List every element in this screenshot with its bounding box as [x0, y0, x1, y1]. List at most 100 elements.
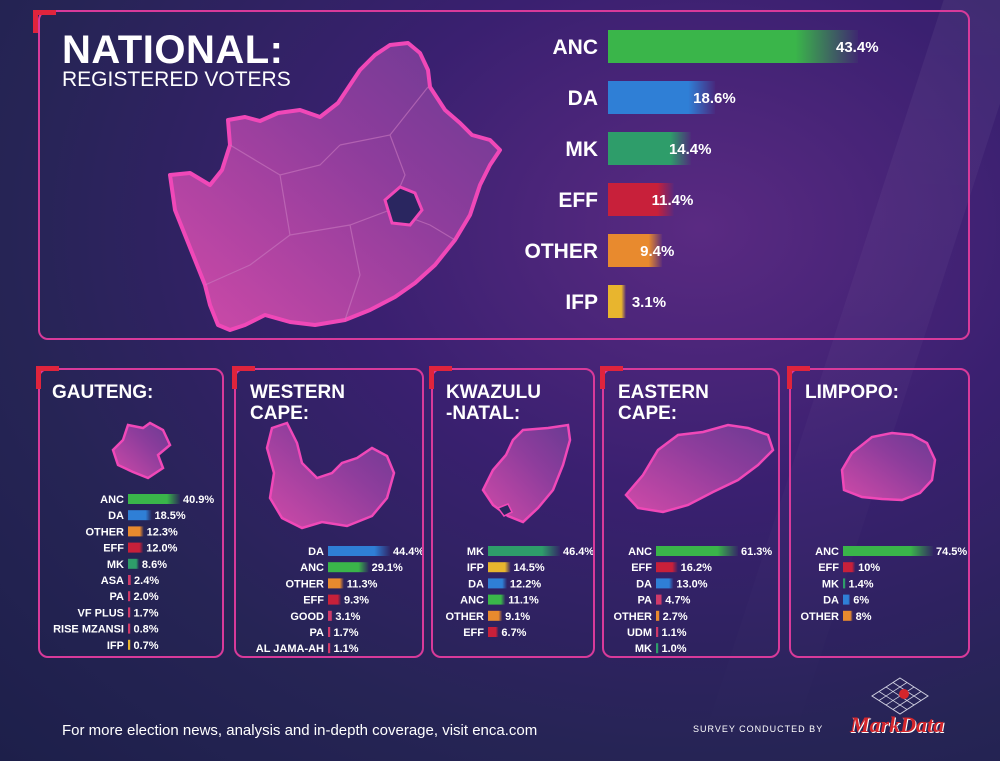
limpopo-panel: [789, 368, 970, 658]
value-ifp: 0.7%: [134, 640, 159, 652]
gauteng-panel-corner: [36, 366, 59, 389]
bar-other: [843, 610, 853, 621]
kwazulu-natal-map: [481, 423, 572, 524]
kwazulu-natal-title: KWAZULU -NATAL:: [446, 382, 541, 424]
value-eff: 9.3%: [344, 595, 369, 607]
label-anc: ANC: [553, 36, 599, 59]
bar-pa: [656, 594, 663, 605]
gauteng-title: GAUTENG:: [52, 382, 153, 403]
bar-ifp: [128, 639, 131, 650]
label-pa: PA: [638, 595, 653, 607]
eastern-cape-title: EASTERN CAPE:: [618, 382, 709, 424]
eastern-cape-map: [624, 423, 775, 514]
eastern-cape-title-line2: CAPE:: [618, 403, 678, 424]
label-eff: EFF: [818, 562, 839, 574]
eastern-cape-bar-chart: ANC 61.3% EFF 16.2% DA 13.0% PA 4.7% OTHER 2.7% UD…: [614, 546, 773, 654]
label-eff: EFF: [631, 562, 652, 574]
label-pa: PA: [310, 627, 325, 639]
bar-anc: [328, 562, 369, 573]
label-mk: MK: [822, 578, 839, 590]
kwazulu-natal-panel: [431, 368, 595, 658]
national-title: NATIONAL:: [62, 28, 284, 72]
bar-other: [608, 234, 663, 267]
label-mk: MK: [635, 643, 652, 654]
value-vf-plus: 1.7%: [134, 607, 159, 619]
value-eff: 6.7%: [501, 627, 526, 638]
value-ifp: 14.5%: [514, 562, 545, 574]
bar-eff: [328, 594, 341, 605]
label-mk: MK: [107, 559, 124, 571]
value-other: 11.3%: [347, 578, 378, 590]
value-da: 44.4%: [393, 546, 422, 558]
label-asa: ASA: [101, 575, 124, 587]
value-mk: 1.4%: [849, 578, 874, 590]
national-bar-chart: ANC 43.4% DA 18.6% MK 14.4% EFF 11.4% OTHER 9.4% I…: [525, 30, 879, 318]
eastern-cape-panel-corner: [600, 366, 623, 389]
value-mk: 14.4%: [669, 141, 712, 158]
label-vf-plus: VF PLUS: [78, 607, 124, 619]
kwazulu-natal-bar-chart: MK 46.4% IFP 14.5% DA 12.2% ANC 11.1% OTHER 9.1% E…: [446, 546, 594, 638]
limpopo-title-line1: LIMPOPO:: [805, 382, 899, 403]
label-other: OTHER: [801, 611, 840, 622]
label-da: DA: [308, 546, 324, 558]
eastern-cape-title-line1: EASTERN: [618, 382, 709, 403]
kwazulu-natal-panel-corner: [429, 366, 452, 389]
survey-credit: SURVEY CONDUCTED BY: [693, 724, 824, 734]
label-da: DA: [108, 510, 124, 522]
label-eff: EFF: [558, 189, 598, 212]
value-other: 9.4%: [640, 243, 674, 260]
value-rise-mzansi: 0.8%: [134, 624, 159, 636]
bar-anc: [488, 594, 506, 605]
value-mk: 46.4%: [563, 546, 593, 558]
eastern-cape-panel: [602, 368, 780, 658]
bar-mk: [608, 132, 691, 165]
limpopo-title: LIMPOPO:: [805, 382, 899, 403]
label-da: DA: [823, 595, 839, 607]
bar-ifp: [488, 562, 511, 573]
value-da: 13.0%: [676, 578, 707, 590]
value-other: 2.7%: [663, 611, 688, 623]
label-udm: UDM: [627, 627, 652, 639]
label-ifp: IFP: [467, 562, 484, 574]
value-other: 12.3%: [147, 526, 178, 538]
bar-vf-plus: [128, 607, 131, 618]
bar-da: [656, 578, 674, 589]
national-subtitle: REGISTERED VOTERS: [62, 68, 291, 91]
label-da: DA: [636, 578, 652, 590]
bar-mk: [656, 643, 659, 654]
western-cape-panel: [234, 368, 424, 658]
value-da: 18.5%: [155, 510, 186, 522]
bar-udm: [656, 627, 659, 637]
western-cape-map: [265, 421, 396, 530]
bar-anc: [843, 546, 933, 556]
label-good: GOOD: [290, 611, 324, 623]
bar-asa: [128, 575, 132, 585]
value-other: 8%: [856, 611, 872, 622]
bar-da: [488, 578, 507, 589]
value-eff: 12.0%: [146, 543, 177, 555]
value-mk: 8.6%: [142, 559, 167, 571]
value-da: 12.2%: [510, 578, 541, 590]
value-asa: 2.4%: [134, 575, 159, 587]
label-other: OTHER: [86, 526, 125, 538]
western-cape-title-line2: CAPE:: [250, 403, 310, 424]
bar-pa: [328, 627, 331, 637]
bar-da: [608, 81, 716, 114]
bar-anc: [608, 30, 858, 63]
limpopo-map: [840, 431, 937, 502]
value-other: 9.1%: [505, 611, 530, 623]
label-other: OTHER: [525, 240, 599, 263]
value-pa: 4.7%: [665, 595, 690, 607]
label-other: OTHER: [446, 611, 485, 623]
value-anc: 29.1%: [372, 562, 403, 574]
label-mk: MK: [467, 546, 484, 558]
label-other: OTHER: [286, 578, 325, 590]
value-anc: 74.5%: [936, 546, 967, 558]
western-cape-title-line1: WESTERN: [250, 382, 345, 403]
label-other: OTHER: [614, 611, 653, 623]
limpopo-panel-corner: [787, 366, 810, 389]
label-pa: PA: [110, 591, 125, 603]
value-eff: 10%: [858, 562, 880, 574]
label-anc: ANC: [628, 546, 652, 558]
bar-al-jama-ah: [328, 643, 331, 654]
